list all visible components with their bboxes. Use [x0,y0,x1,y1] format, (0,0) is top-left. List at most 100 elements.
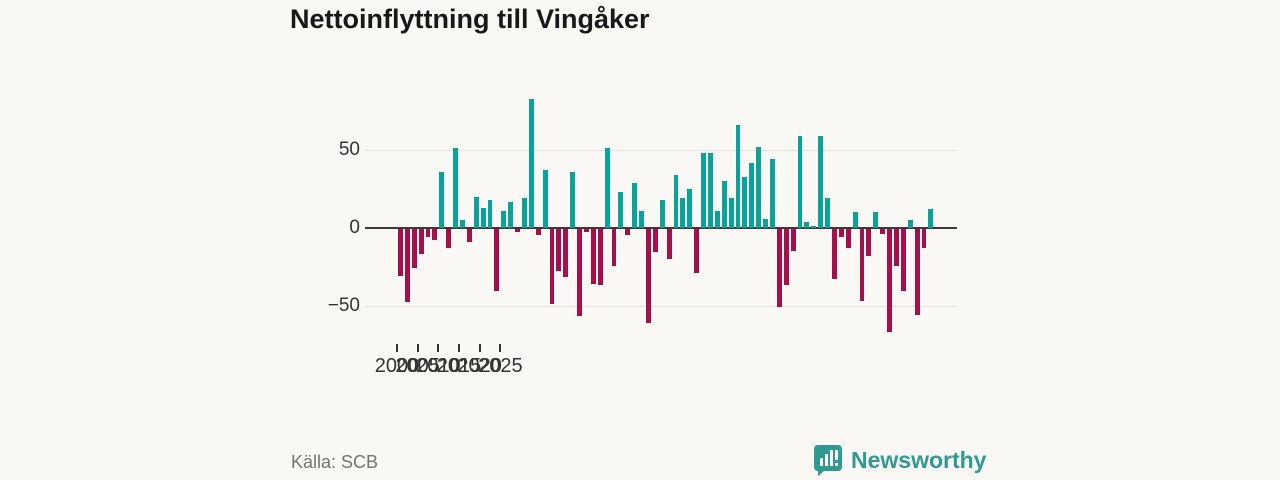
bar [453,148,458,228]
bar [425,229,431,237]
bar [404,229,410,303]
bar [804,221,810,228]
bar [811,226,817,228]
x-tick-label-2020: 2020 [457,355,502,377]
bar [880,229,886,234]
bar [783,229,789,286]
bar [418,229,424,254]
bar [818,136,824,228]
bar [508,201,514,228]
bar [535,229,541,236]
newsworthy-bubble-icon [813,444,843,476]
bar [776,229,782,307]
bar [921,229,927,248]
bar [838,229,844,237]
brand-name: Newsworthy [851,446,987,473]
bar [790,229,796,251]
bar [625,229,631,236]
bar [687,189,693,228]
bar [590,229,596,284]
bar [714,210,720,228]
bar [604,148,610,228]
bar [494,229,500,292]
bar [639,210,644,228]
bar [756,146,762,228]
bar [632,182,638,228]
bar [611,229,617,267]
bar [411,229,417,268]
bar [708,153,713,228]
bar [501,210,507,228]
bar [887,229,892,332]
y-tick-label-50: 50 [338,139,360,160]
y-tick-label-0: 0 [349,217,360,238]
x-tick [437,344,440,352]
zero-axis-line [365,227,957,229]
bar [694,229,700,273]
x-tick-label-2015: 2015 [436,355,482,377]
x-tick [416,344,419,352]
bar [797,136,803,228]
chart-title: Nettoinflyttning till Vingåker [290,4,650,34]
bar [894,229,899,267]
bar [680,198,686,228]
bar [666,229,672,259]
bar [832,229,837,279]
source-note: Källa: SCB [291,452,379,472]
y-tick-label-neg50: −50 [327,295,360,316]
bar [721,181,727,228]
x-tick-label-2005: 2005 [395,355,440,377]
bar [473,196,479,228]
bar [728,198,734,228]
bar [487,199,493,228]
x-tick [478,344,481,352]
bar [701,153,706,228]
bar [597,229,603,286]
bar [735,125,741,228]
bar [749,162,755,228]
x-tick-label-2025: 2025 [478,355,523,377]
bar [659,199,665,228]
bar [763,218,768,228]
bar [852,212,858,228]
bar [584,229,589,233]
x-tick [499,344,502,352]
bar [439,171,445,228]
bar [528,98,534,228]
bar [825,198,830,228]
bar [398,229,403,276]
bar [673,175,679,228]
bar [866,229,872,256]
bar [432,229,438,240]
bar [556,229,562,272]
x-tick-label-2000: 2000 [374,355,420,377]
x-tick [457,344,460,352]
bar [845,229,851,248]
bar [542,170,548,228]
bar [742,176,748,228]
bar [570,171,576,228]
bar [928,209,934,228]
bar [914,229,920,315]
bar [522,198,527,228]
bar [466,229,472,242]
bar [446,229,452,248]
bar [770,159,775,228]
bar [907,220,913,228]
gridline-50 [365,150,957,151]
bar [873,212,879,228]
brand-logo: Newsworthy [813,444,986,476]
bar [618,192,624,228]
bar [577,229,582,317]
x-tick [396,344,398,352]
x-tick-label-2010: 2010 [416,355,461,377]
bar [900,229,906,292]
gridline--50 [365,306,957,307]
bar [515,229,520,233]
bar [859,229,865,301]
bar [549,229,555,304]
bar [563,229,569,278]
bar [652,229,658,253]
bar [480,207,486,228]
